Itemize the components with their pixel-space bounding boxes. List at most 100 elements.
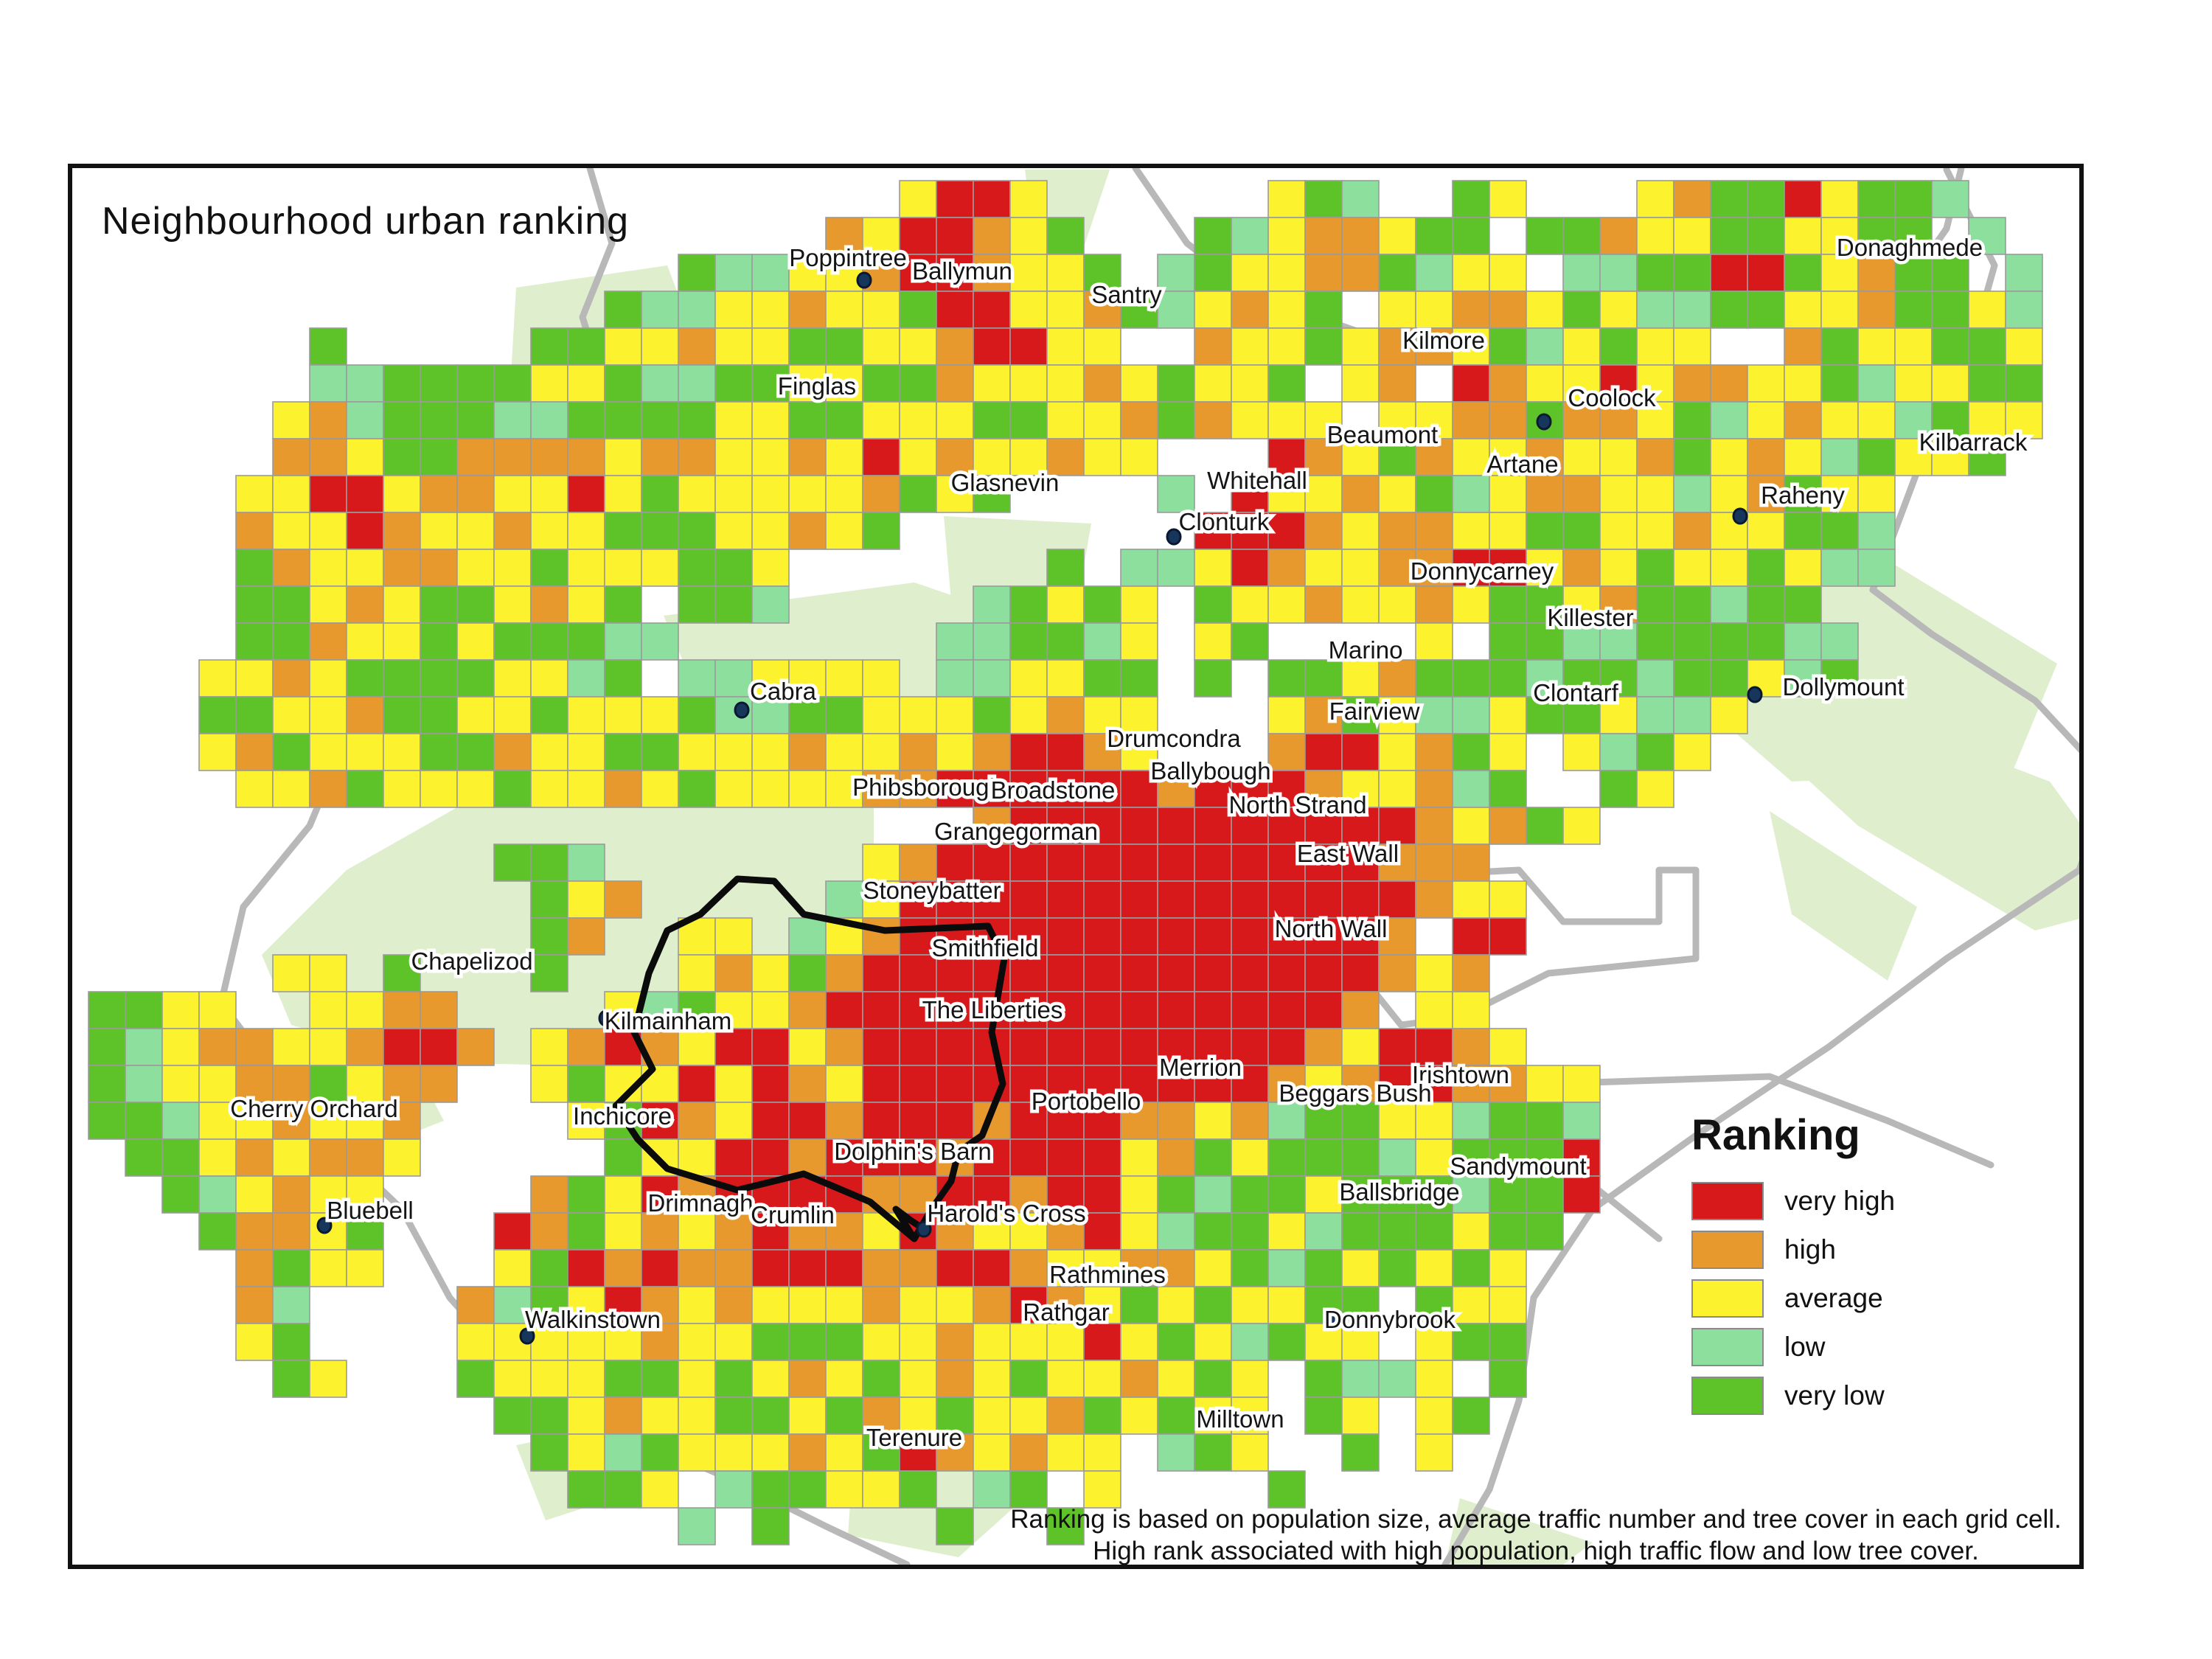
grid-cell [1231,217,1269,255]
grid-cell [604,1212,642,1251]
grid-cell [1710,401,1748,439]
town-dot [1166,528,1182,546]
grid-cell [567,401,605,439]
grid-cell [788,401,827,439]
grid-cell [1894,364,1933,403]
grid-cell [1452,880,1490,919]
grid-cell [899,991,937,1029]
grid-cell [1267,1323,1306,1361]
grid-cell [420,1028,458,1066]
grid-cell [1009,770,1048,808]
grid-cell [1747,364,1785,403]
grid-cell [1046,1507,1085,1545]
grid-cell [1636,180,1674,218]
grid-cell [1157,1028,1195,1066]
grid-cell [825,770,863,808]
town-dot [1324,1313,1340,1331]
grid-cell [899,401,937,439]
grid-cell [1452,1323,1490,1361]
grid-cell [1009,254,1048,292]
grid-cell [862,401,900,439]
grid-cell [1194,1102,1232,1140]
grid-cell [1120,1028,1158,1066]
grid-cell [1489,659,1527,698]
grid-cell [1857,475,1896,513]
grid-cell [1710,696,1748,734]
place-label: Fairview [1329,698,1420,725]
grid-cell [862,327,900,366]
grid-cell [1194,917,1232,956]
grid-cell [678,954,716,992]
place-label: Kilbarrack [1919,428,2028,456]
grid-cell [1636,696,1674,734]
grid-cell [1415,327,1453,366]
grid-cell [641,770,679,808]
grid-cell [1009,438,1048,476]
grid-cell [678,1138,716,1177]
grid-cell [1009,807,1048,845]
grid-cell [1083,364,1121,403]
grid-cell [125,1102,163,1140]
grid-cell [1526,291,1564,329]
place-label: Milltown [1196,1405,1284,1433]
grid-cell [1194,1323,1232,1361]
grid-cell [1489,622,1527,661]
grid-cell [899,917,937,956]
grid-cell [1341,512,1380,550]
grid-cell [1083,1138,1121,1177]
grid-cell [862,364,900,403]
grid-cell [420,512,458,550]
grid-cell [788,1397,827,1435]
grid-cell [788,327,827,366]
grid-cell [456,1360,495,1398]
grid-cell [1378,254,1416,292]
grid-cell [1489,1249,1527,1287]
grid-cell [1231,512,1269,550]
grid-cell [825,1065,863,1103]
grid-cell [1747,585,1785,624]
grid-cell [1231,954,1269,992]
grid-cell [1341,1102,1380,1140]
grid-cell [1304,438,1343,476]
grid-cell [456,659,495,698]
legend-label: average [1784,1283,1883,1313]
grid-cell [1157,1249,1195,1287]
grid-cell [1009,1249,1048,1287]
grid-cell [456,770,495,808]
grid-cell [1452,438,1490,476]
grid-cell [751,549,790,587]
grid-cell [1009,991,1048,1029]
grid-cell [1157,954,1195,992]
grid-cell [456,512,495,550]
grid-cell [1710,549,1748,587]
grid-cell [456,1028,495,1066]
grid-cell [825,1470,863,1509]
grid-cell [604,364,642,403]
grid-cell [567,844,605,882]
grid-cell [825,659,863,698]
grid-cell [1083,917,1121,956]
grid-cell [1599,327,1638,366]
grid-cell [1636,659,1674,698]
grid-cell [346,585,384,624]
grid-cell [1083,1028,1121,1066]
grid-cell [678,770,716,808]
grid-cell [1710,180,1748,218]
grid-cell [2005,291,2043,329]
grid-cell [1341,1286,1380,1324]
grid-cell [1415,475,1453,513]
grid-cell [1157,364,1195,403]
grid-cell [272,733,310,771]
grid-cell [1968,438,2006,476]
grid-cell [383,770,421,808]
legend-items: very high high average low very low [1691,1180,2075,1416]
grid-cell [1194,991,1232,1029]
grid-cell [678,438,716,476]
grid-cell [1267,254,1306,292]
grid-cell [973,585,1011,624]
grid-cell [1083,622,1121,661]
grid-cell [862,1360,900,1398]
grid-cell [899,733,937,771]
grid-cell [1452,1102,1490,1140]
grid-cell [493,659,532,698]
